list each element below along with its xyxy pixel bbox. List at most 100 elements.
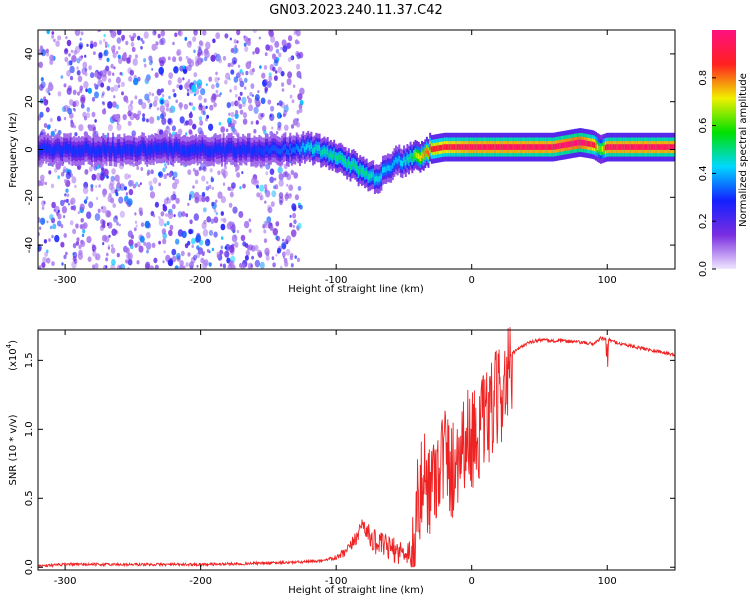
noise-speckle xyxy=(65,36,68,40)
noise-speckle xyxy=(83,116,88,121)
noise-speckle xyxy=(277,166,283,174)
noise-speckle xyxy=(53,38,56,43)
ridge-cell xyxy=(608,144,611,150)
ridge-cell xyxy=(71,148,74,155)
noise-speckle xyxy=(85,88,88,93)
noise-speckle xyxy=(102,108,107,115)
noise-speckle xyxy=(216,93,219,98)
ridge-cell xyxy=(458,144,461,150)
noise-speckle xyxy=(156,88,162,96)
ridge-cell xyxy=(598,145,601,152)
ridge-cell xyxy=(409,153,412,159)
noise-speckle xyxy=(187,118,193,126)
noise-speckle xyxy=(74,30,81,36)
noise-speckle xyxy=(220,236,224,240)
noise-speckle xyxy=(289,94,293,99)
noise-speckle xyxy=(128,188,134,196)
ridge-cell xyxy=(269,147,272,154)
noise-speckle xyxy=(134,220,138,224)
noise-speckle xyxy=(69,99,74,106)
noise-speckle xyxy=(259,195,263,201)
noise-speckle xyxy=(86,107,91,112)
noise-speckle xyxy=(159,113,165,120)
noise-speckle xyxy=(100,206,104,210)
noise-speckle xyxy=(54,167,58,173)
ridge-cell xyxy=(253,147,256,153)
ridge-cell xyxy=(237,145,240,152)
ridge-cell xyxy=(585,140,588,147)
noise-speckle xyxy=(297,40,300,45)
noise-speckle xyxy=(116,182,121,189)
noise-speckle xyxy=(162,260,165,264)
ridge-cell xyxy=(559,143,562,149)
ridge-cell xyxy=(170,146,173,152)
noise-speckle xyxy=(94,256,98,260)
ridge-cell xyxy=(260,147,262,154)
colorbar-tick-label: 0.0 xyxy=(698,261,709,277)
noise-speckle xyxy=(115,104,120,110)
ridge-cell xyxy=(323,148,326,154)
ridge-cell xyxy=(47,144,49,151)
colorbar-tick-label: 0.2 xyxy=(698,213,709,229)
noise-speckle xyxy=(72,107,75,111)
noise-speckle xyxy=(279,265,283,269)
noise-speckle xyxy=(98,40,103,45)
ridge-cell xyxy=(347,159,350,166)
noise-speckle xyxy=(215,211,218,216)
ridge-cell xyxy=(604,144,607,151)
noise-speckle xyxy=(63,116,67,121)
noise-speckle xyxy=(148,180,153,187)
ridge-cell xyxy=(624,144,627,150)
noise-speckle xyxy=(222,55,227,61)
ridge-cell xyxy=(300,145,303,152)
ridge-cell xyxy=(451,144,454,150)
noise-speckle xyxy=(208,262,212,267)
noise-speckle xyxy=(161,117,167,126)
noise-speckle xyxy=(198,102,203,108)
ridge-cell xyxy=(45,146,48,153)
noise-speckle xyxy=(79,203,85,211)
noise-speckle xyxy=(200,88,206,96)
noise-speckle xyxy=(197,247,204,255)
noise-speckle xyxy=(204,50,210,59)
ridge-cell xyxy=(89,147,92,154)
noise-speckle xyxy=(220,245,224,250)
ridge-cell xyxy=(139,146,142,153)
ridge-cell xyxy=(157,145,160,152)
ridge-cell xyxy=(66,144,69,151)
ridge-cell xyxy=(445,144,448,150)
ridge-cell xyxy=(373,176,376,183)
noise-speckle xyxy=(119,183,126,191)
noise-speckle xyxy=(172,56,177,63)
noise-speckle xyxy=(129,102,133,107)
ridge-cell xyxy=(665,144,667,150)
noise-speckle xyxy=(256,184,259,189)
noise-speckle xyxy=(127,258,133,266)
ridge-cell xyxy=(282,144,285,151)
noise-speckle xyxy=(277,121,282,128)
noise-speckle xyxy=(165,126,171,134)
noise-speckle xyxy=(196,79,203,87)
ridge-cell xyxy=(141,143,144,150)
noise-speckle xyxy=(225,72,231,80)
noise-speckle xyxy=(263,220,268,227)
noise-speckle xyxy=(190,102,194,107)
spectrogram-xlabel: Height of straight line (km) xyxy=(288,284,424,295)
noise-speckle xyxy=(133,113,137,119)
ridge-cell xyxy=(313,147,316,153)
ridge-cell xyxy=(195,145,197,152)
ridge-cell xyxy=(663,144,666,150)
spectrogram-plot-area xyxy=(38,30,675,269)
noise-speckle xyxy=(166,103,170,108)
noise-speckle xyxy=(195,179,199,185)
ridge-cell xyxy=(658,144,661,150)
noise-speckle xyxy=(103,107,106,111)
ridge-cell xyxy=(666,144,669,150)
noise-speckle xyxy=(54,234,60,243)
noise-speckle xyxy=(48,238,51,242)
noise-speckle xyxy=(97,30,101,33)
noise-speckle xyxy=(63,215,66,219)
noise-speckle xyxy=(113,66,116,70)
noise-speckle xyxy=(152,177,158,184)
